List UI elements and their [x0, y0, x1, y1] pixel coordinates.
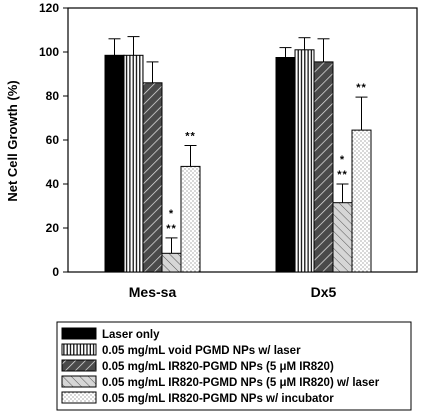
legend-entry-label: 0.05 mg/mL IR820-PGMD NPs (5 μM IR820) w… — [102, 377, 380, 389]
bar-dark-diagonal-mes-sa — [142, 82, 163, 273]
legend-swatch — [61, 391, 97, 404]
bar-vertical-lines-dx5 — [294, 49, 315, 273]
significance-marker: * ** — [166, 208, 177, 235]
bars-group — [104, 36, 372, 273]
significance-marker: ** — [356, 82, 367, 94]
bar-solid-black-dx5 — [275, 57, 296, 273]
y-axis-label: Net Cell Growth (%) — [5, 80, 20, 201]
bar-dark-diagonal-dx5 — [313, 61, 334, 273]
bar-dots-dx5 — [351, 129, 372, 273]
bar-dots-mes-sa — [180, 165, 201, 273]
significance-marker: ** — [185, 131, 196, 143]
y-tick-label: 60 — [46, 133, 60, 147]
y-tick-label: 100 — [39, 45, 59, 59]
legend-swatch — [61, 343, 97, 356]
legend-swatch — [61, 359, 97, 372]
legend-entry-label: 0.05 mg/mL IR820-PGMD NPs w/ incubator — [102, 393, 334, 405]
axes: 0 20 40 60 80 100 120 — [39, 1, 418, 279]
legend-entry-label: 0.05 mg/mL IR820-PGMD NPs (5 μM IR820) — [102, 361, 334, 373]
bar-light-diagonal-dx5 — [332, 202, 353, 273]
x-category-label: Mes-sa — [129, 284, 177, 300]
legend-swatch — [61, 327, 97, 340]
legend: Laser only 0.05 mg/mL void PGMD NPs w/ la… — [56, 321, 412, 411]
legend-box — [56, 321, 412, 411]
legend-entry-label: Laser only — [102, 329, 160, 341]
significance-marker: * ** — [337, 154, 348, 181]
bar-light-diagonal-mes-sa — [161, 252, 182, 273]
labels-group: * ***** ****Mes-sa Dx5 — [129, 82, 367, 300]
y-tick-label: 120 — [39, 1, 59, 15]
y-tick-label: 40 — [46, 177, 60, 191]
bar-vertical-lines-mes-sa — [123, 54, 144, 273]
y-tick-label: 0 — [52, 265, 59, 279]
legend-entry-label: 0.05 mg/mL void PGMD NPs w/ laser — [102, 345, 301, 357]
bar-solid-black-mes-sa — [104, 54, 125, 273]
y-tick-label: 20 — [46, 221, 60, 235]
legend-swatch — [61, 375, 97, 388]
x-category-label: Dx5 — [311, 284, 337, 300]
y-tick-label: 80 — [46, 89, 60, 103]
